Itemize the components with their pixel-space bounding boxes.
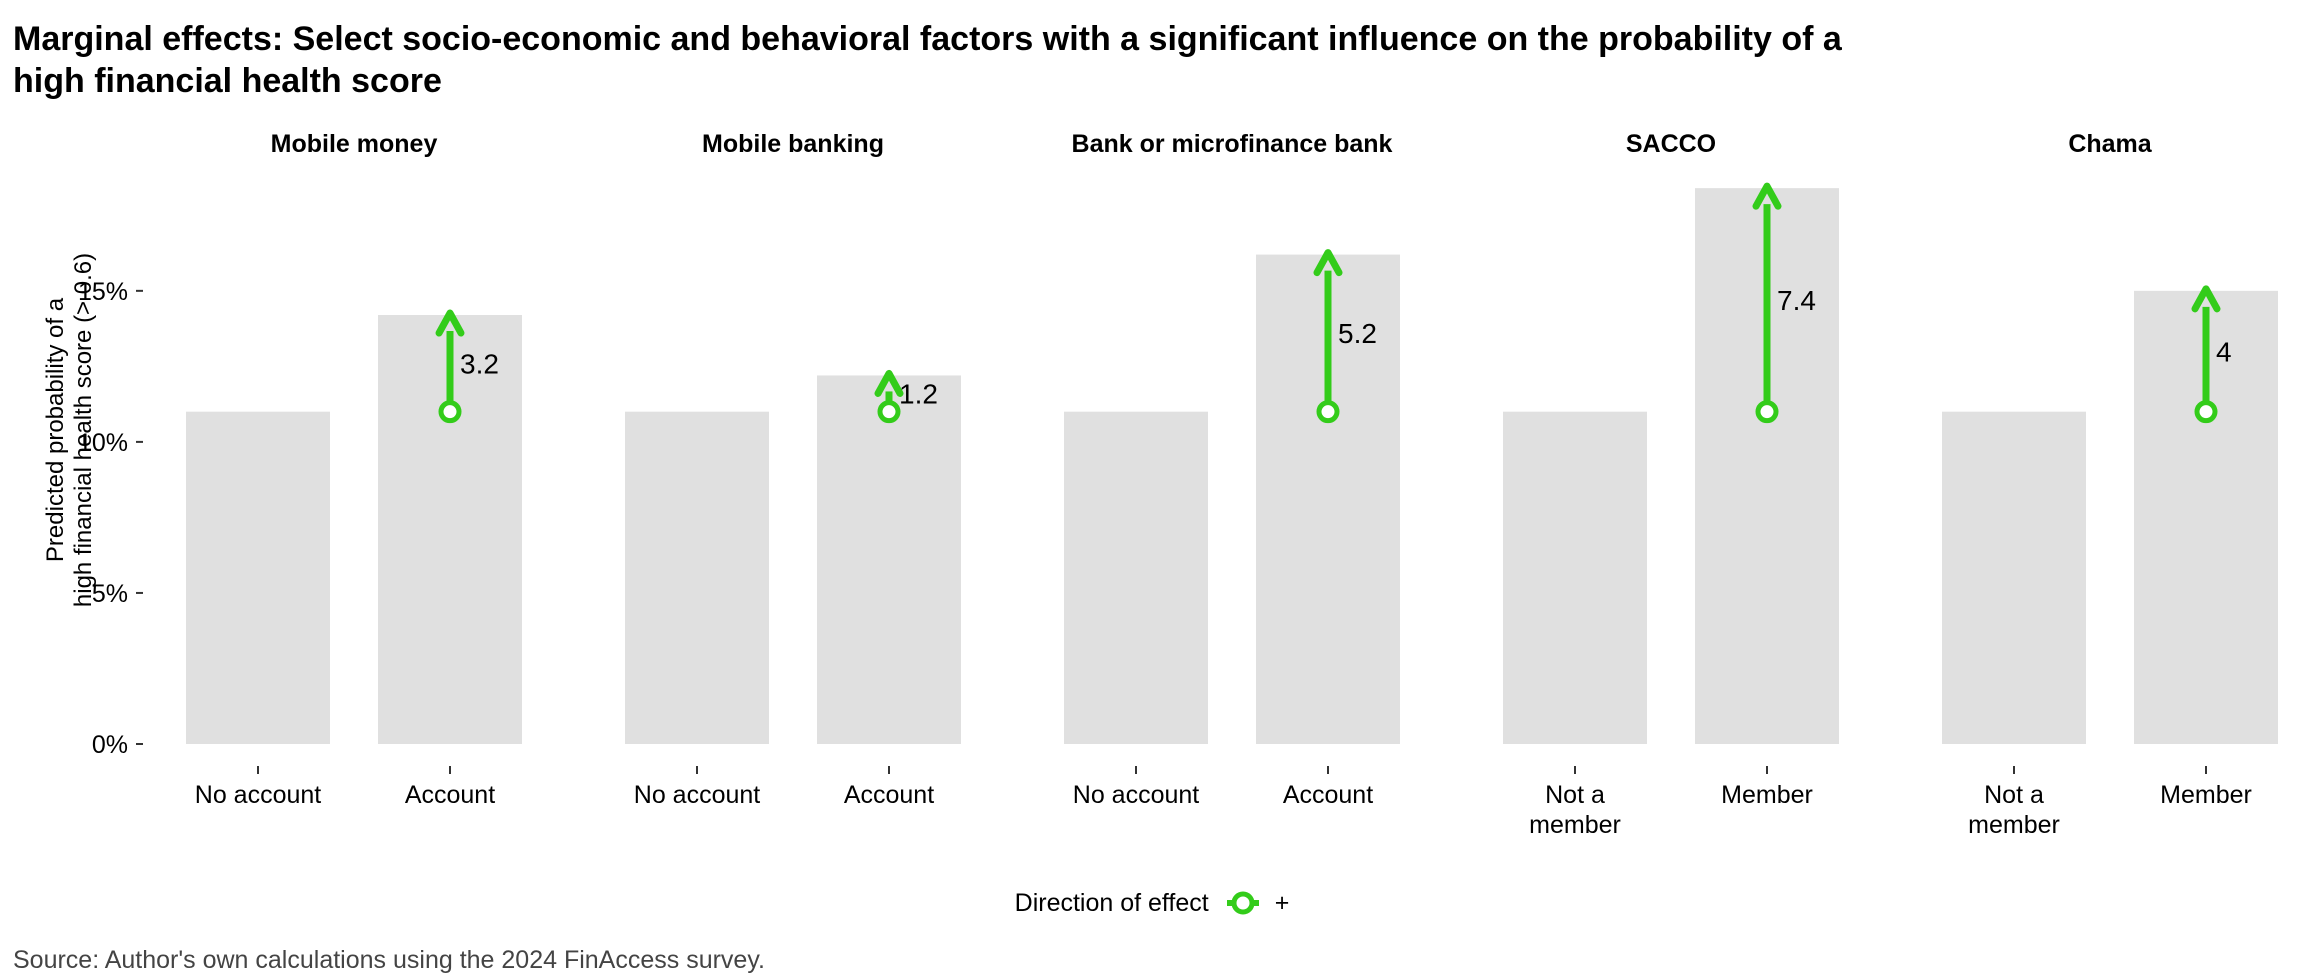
effect-label: 4 <box>2216 336 2232 367</box>
x-tick-label: Account <box>844 781 934 809</box>
effect-arrow-head <box>874 369 904 397</box>
chart-title: Marginal effects: Select socio-economic … <box>13 20 1842 100</box>
effect-arrow-head <box>2191 285 2221 313</box>
legend-key-icon <box>1226 891 1259 915</box>
facet-title: SACCO <box>1626 130 1716 158</box>
x-tick-label: Account <box>1283 781 1373 809</box>
effect-label: 5.2 <box>1338 318 1377 349</box>
x-tick-label: No account <box>195 781 322 809</box>
bar <box>1064 411 1208 744</box>
effect-label: 1.2 <box>899 379 938 410</box>
bar <box>1503 411 1647 744</box>
effect-start-point <box>1755 400 1779 424</box>
y-tick-label: 15% <box>78 278 128 306</box>
effect-arrow-head <box>1313 249 1343 277</box>
legend-label: + <box>1274 888 1290 917</box>
x-tick-label: Member <box>1721 781 1813 809</box>
effect-start-point <box>2194 400 2218 424</box>
facet-title: Mobile banking <box>702 130 884 158</box>
x-tick-label: Not a member <box>1968 781 2060 839</box>
facet-title: Chama <box>2068 130 2152 158</box>
effect-start-point <box>1316 400 1340 424</box>
legend: Direction of effect + <box>0 888 2304 918</box>
bar <box>817 375 961 744</box>
facet-title: Mobile money <box>271 130 438 158</box>
x-tick-label: Member <box>2160 781 2252 809</box>
effect-start-point <box>877 400 901 424</box>
x-tick-label: Account <box>405 781 495 809</box>
effect-start-point <box>438 400 462 424</box>
facet-title: Bank or microfinance bank <box>1072 130 1393 158</box>
x-tick-label: No account <box>1073 781 1200 809</box>
legend-title: Direction of effect <box>1014 888 1209 917</box>
bar <box>186 411 330 744</box>
y-tick-label: 10% <box>78 429 128 457</box>
effect-arrow-head <box>435 309 465 337</box>
y-tick-label: 0% <box>92 731 128 759</box>
bar <box>1942 411 2086 744</box>
chart-plot: 0% 5% 10% 15% Mobile money No account Account 3… <box>78 130 2278 839</box>
y-tick-label: 5% <box>92 580 128 608</box>
x-tick-label: Not a member <box>1529 781 1621 839</box>
effect-arrow-head <box>1752 182 1782 210</box>
bar <box>625 411 769 744</box>
source-note: Source: Author's own calculations using … <box>13 946 765 974</box>
x-tick-label: No account <box>634 781 761 809</box>
effect-label: 3.2 <box>460 348 499 379</box>
effect-label: 7.4 <box>1777 285 1816 316</box>
